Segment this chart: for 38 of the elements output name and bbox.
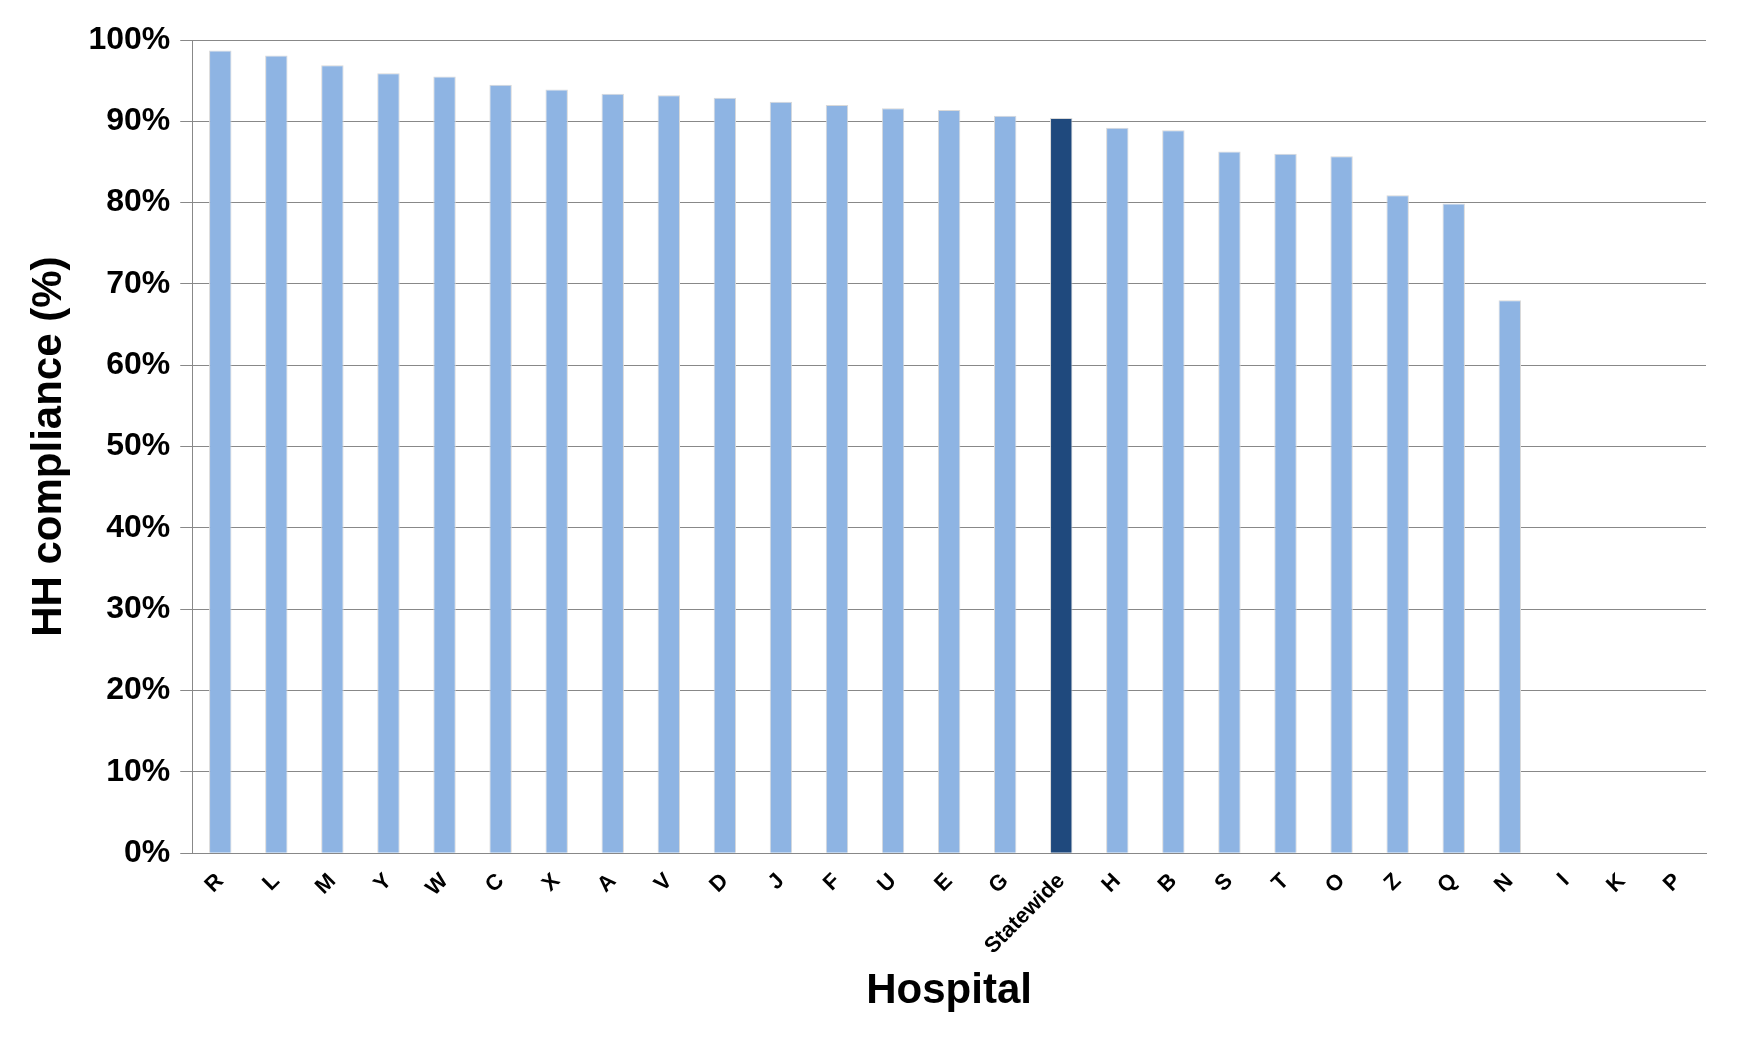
x-tick-label: Q [1431,867,1462,898]
x-axis-title: Hospital [866,965,1032,1013]
x-tick-label: H [1096,867,1126,897]
y-tick-label: 10% [106,751,171,788]
x-tick-label: D [703,867,733,897]
y-tick-label: 70% [106,263,171,300]
x-tick-label: N [1488,867,1518,897]
x-tick-label: M [309,867,341,899]
x-tick-label: R [199,867,229,897]
x-tick-label: S [1209,867,1238,896]
x-tick-label: B [1152,867,1182,897]
y-tick-label: 50% [106,426,171,463]
x-tick-label: I [1551,867,1574,890]
x-tick-label: A [591,867,621,897]
x-tick-label: P [1657,867,1686,896]
x-tick-label: O [1319,867,1350,898]
x-tick-label: X [536,867,565,896]
y-tick-label: 0% [123,833,171,870]
y-tick-label: 30% [106,589,171,626]
x-tick-label: C [479,867,509,897]
y-tick-label: 80% [106,182,171,219]
x-tick-label: W [420,867,453,901]
x-tick-label: F [817,867,845,895]
y-tick-label: 100% [88,19,171,56]
x-tick-label: Z [1378,867,1406,895]
y-tick-label: 20% [106,670,171,707]
x-tick-label: E [928,867,957,896]
x-tick-label: J [762,867,789,895]
x-tick-label: T [1266,867,1294,895]
y-tick-label: 90% [106,101,171,138]
x-tick-label: K [1600,867,1630,897]
y-tick-label: 40% [106,507,171,544]
x-tick-label: L [256,867,285,895]
x-tick-label: V [648,867,677,896]
x-tick-label: Y [368,867,397,896]
y-axis-title: HH compliance (%) [22,256,70,637]
y-tick-label: 60% [106,345,171,382]
x-tick-label: U [871,867,901,897]
